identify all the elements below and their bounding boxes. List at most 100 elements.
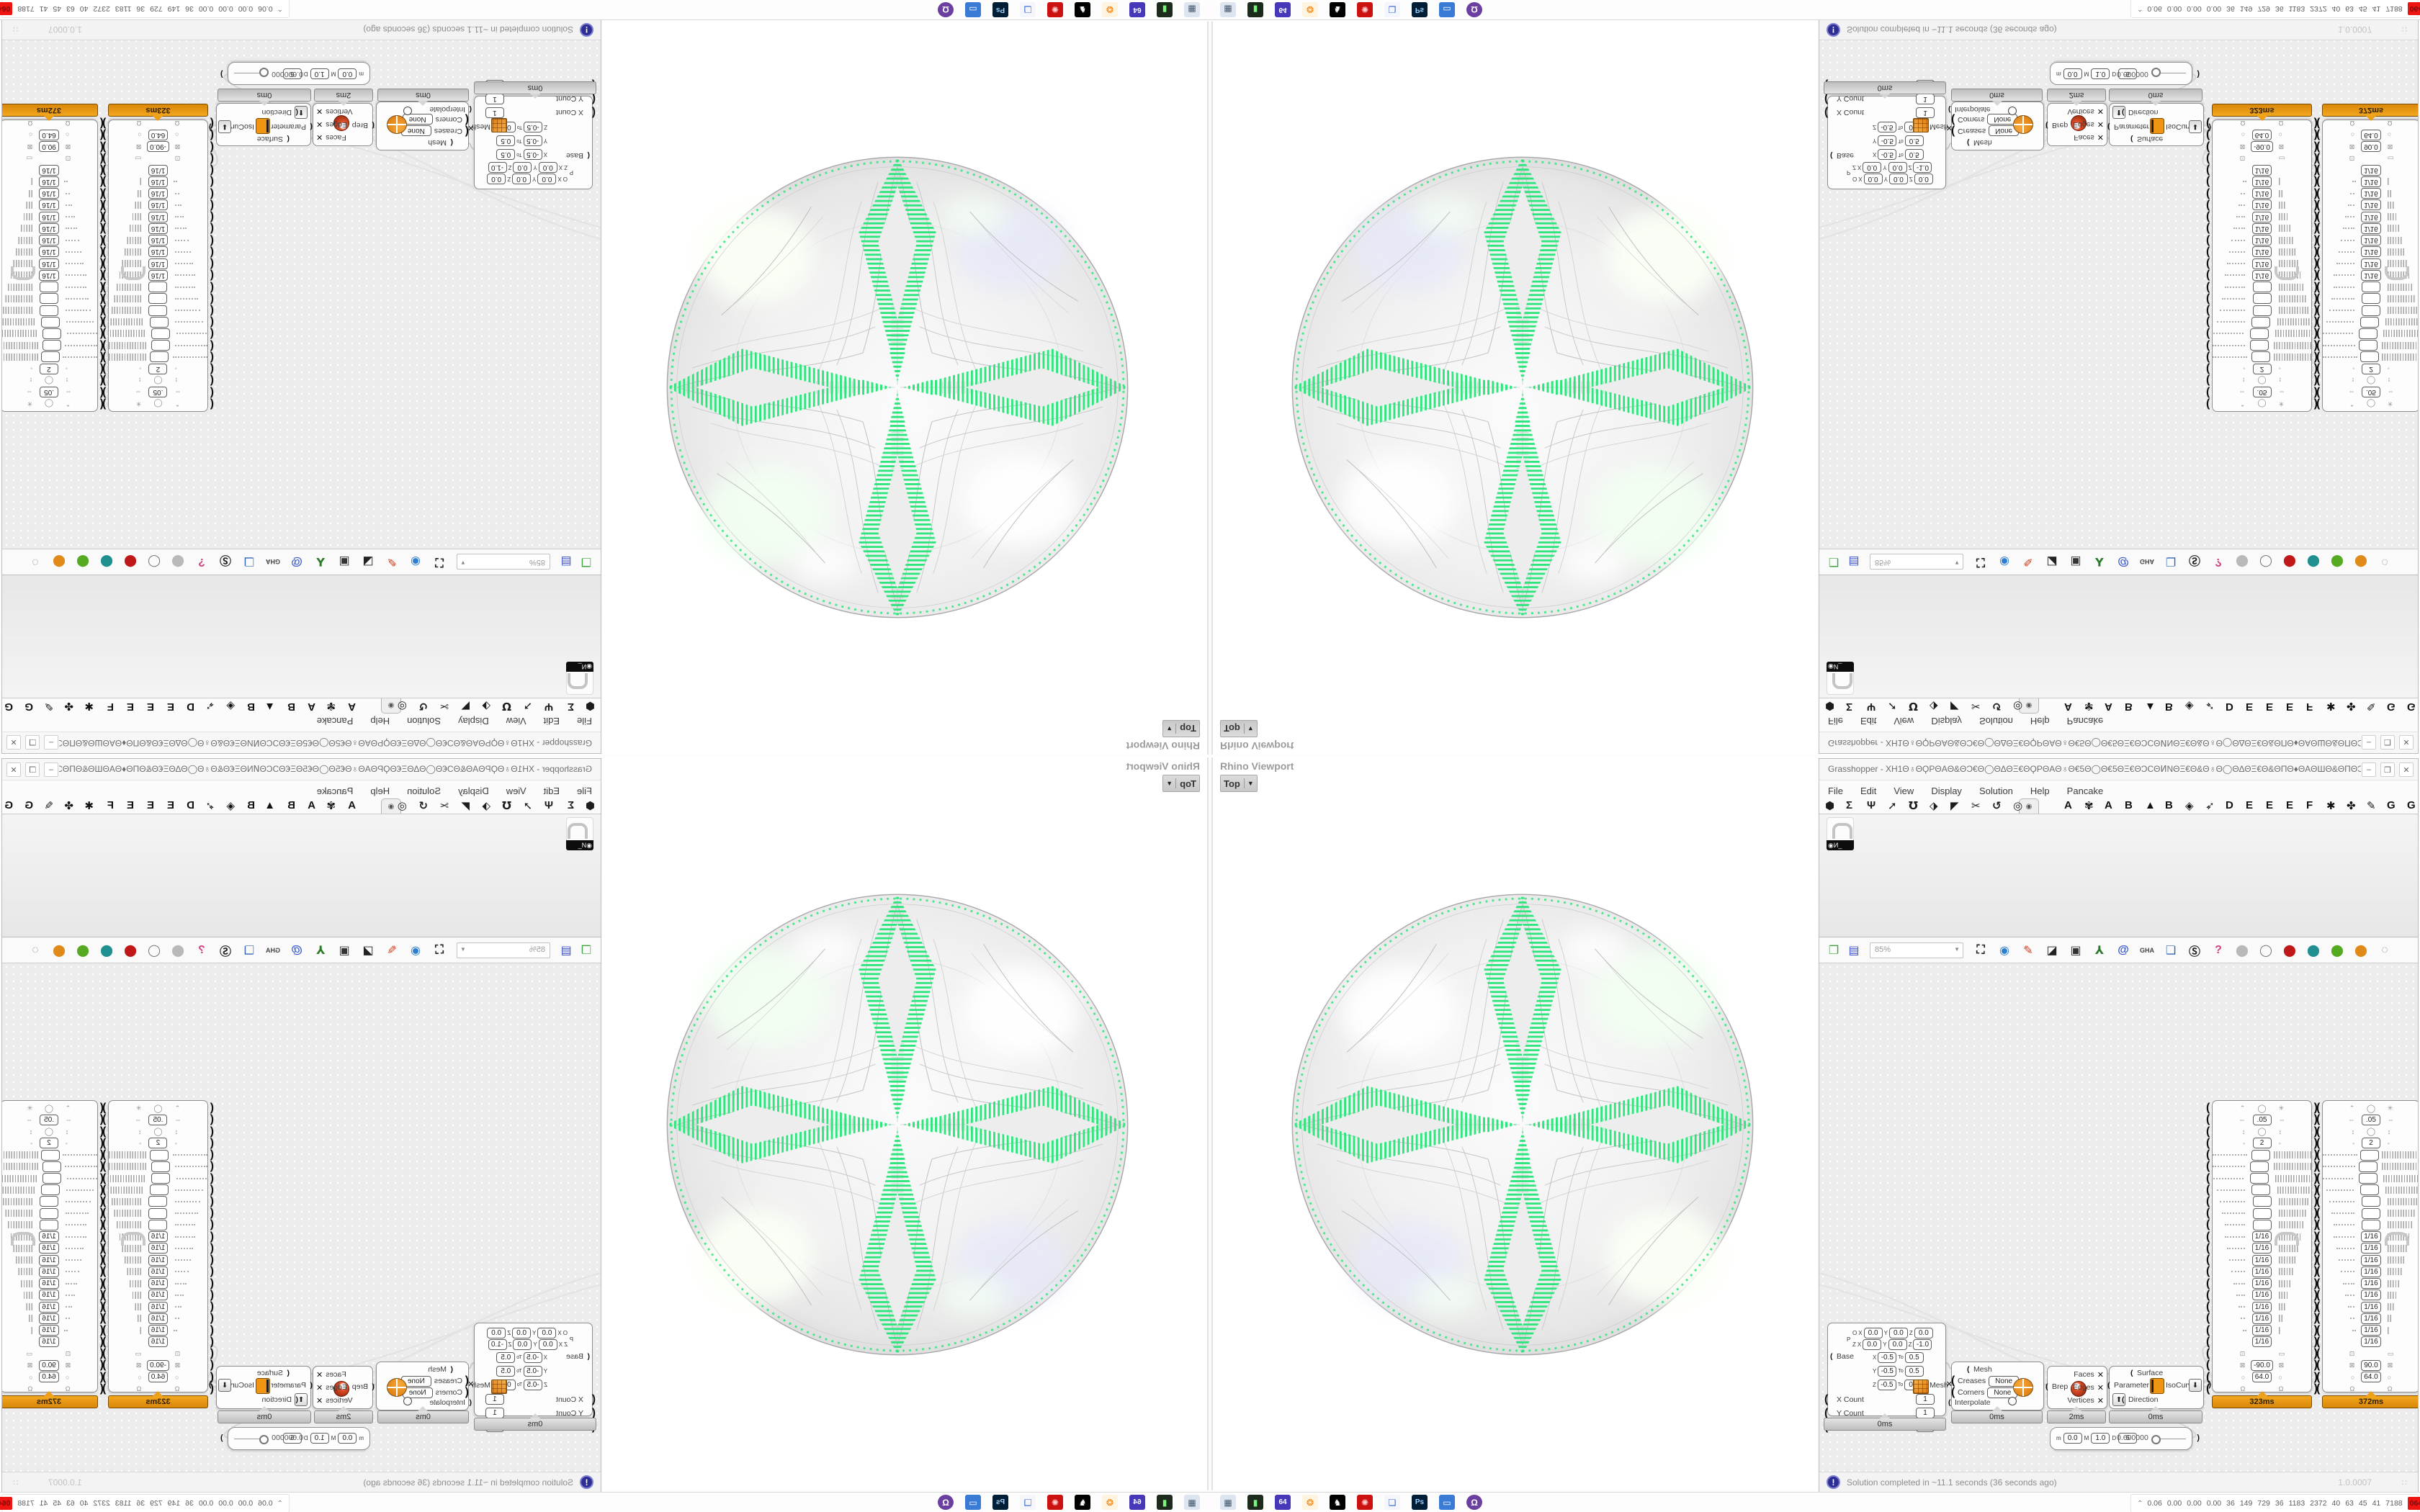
axes-icon[interactable]: ⅄ [315,945,326,957]
count-value[interactable]: 1 [485,107,504,118]
vm-monitor-icon[interactable]: ▦ [1184,2,1200,17]
coord-z[interactable]: 0.0 [1914,1328,1933,1338]
tab-plugin-brain-icon[interactable]: ✾ [326,800,336,812]
publish-window-icon[interactable]: ❏ [2165,945,2177,957]
wolf-icon[interactable]: ♞ [1075,1495,1090,1510]
cluster-value[interactable] [2251,351,2270,363]
interpolate-toggle[interactable] [403,107,412,115]
tab-sets-icon[interactable]: Ψ [544,701,553,713]
row-value[interactable] [149,1161,172,1172]
axes-icon[interactable]: ⅄ [315,555,326,567]
open-file-icon[interactable]: ❐ [1828,945,1839,957]
row-value[interactable]: .05 [2248,1114,2275,1125]
preview-eye-icon[interactable]: ◉ [1999,555,2009,567]
row-value[interactable]: 1/16 [35,211,62,222]
tab-plugin-mountain-icon[interactable]: ▲ [264,701,275,713]
output-grip[interactable]: ✕ [2097,107,2104,116]
cluster-value[interactable]: 1/16 [2251,258,2272,269]
coord-y[interactable]: 0.0 [1888,174,1908,184]
menu-item-edit[interactable]: Edit [543,785,560,796]
count-value[interactable]: 1 [1916,1394,1935,1405]
cluster-value[interactable] [2249,1173,2269,1184]
cluster-value[interactable]: .05 [40,1114,59,1125]
isocurve-component[interactable]: Surface Parameter IsoCurve ⬇ ) ⬆ Directi… [209,1366,311,1409]
tab-vector-icon[interactable]: ➚ [1888,700,1897,712]
tab-curve-icon[interactable]: ℧ [1909,800,1918,812]
cluster-value[interactable]: 2 [2361,1138,2380,1149]
cluster-value[interactable] [2252,1219,2272,1230]
row-value[interactable] [2357,1219,2384,1230]
row-value[interactable] [145,1184,173,1196]
floppy-64-icon[interactable]: 64 [1129,1495,1145,1510]
tab-transform-icon[interactable]: ↺ [1992,800,2002,812]
gene-pool-cluster[interactable]: ⌃◯✳⇔.05⇔↕◯↕◦2◦1/161/161/161/161/161/161/… [2322,120,2418,412]
row-value[interactable]: 1/16 [2248,246,2275,258]
tab-mesh-icon[interactable]: ◤ [461,800,470,812]
coord-x[interactable]: 0.0 [537,174,557,184]
row-value[interactable] [148,1173,174,1184]
row-value[interactable]: 1/16 [144,1231,171,1243]
screen-share-icon[interactable]: ▭ [1439,1495,1455,1510]
row-value[interactable]: 1/16 [2357,211,2384,222]
node-canvas[interactable]: O X0.0 Y0.0 Z0.0 P Z X0.0 Y0.0 Z-1.0 Bas… [2,40,601,549]
green-machine-icon[interactable]: ▮ [1247,2,1263,17]
cluster-value[interactable]: .05 [2252,387,2272,398]
cluster-value[interactable] [149,316,169,328]
coord-x[interactable]: 0.0 [1863,1328,1883,1338]
wolf-icon[interactable]: ♞ [1075,2,1090,17]
row-value[interactable] [2358,1161,2379,1172]
cluster-value[interactable]: 1/16 [148,199,169,211]
photoshop-icon[interactable]: Ps [992,1495,1008,1510]
tab-vector-icon[interactable]: ➚ [523,800,532,812]
output-grip[interactable]: ✕ [2097,1396,2104,1405]
tab-plugin-f[interactable]: F [107,799,114,811]
cluster-value[interactable] [148,1207,168,1219]
open-file-icon[interactable]: ❐ [581,555,592,567]
row-value[interactable]: 1/16 [35,176,62,187]
camera-icon[interactable]: ◪ [2046,555,2058,567]
tab-plugin-e1[interactable]: E [2246,799,2254,811]
cluster-value[interactable] [2360,351,2379,363]
row-value[interactable] [144,1219,171,1230]
cluster-value[interactable]: -90.0 [2251,141,2273,153]
cluster-value[interactable]: 1/16 [2251,1290,2272,1301]
row-value[interactable] [40,328,64,339]
coord-y[interactable]: 0.0 [1888,162,1907,173]
tab-plugin-e1[interactable]: E [2246,701,2254,713]
row-value[interactable]: 1/16 [35,188,62,199]
cluster-value[interactable]: 1/16 [2251,211,2272,222]
floppy-64-icon[interactable]: 64 [1129,2,1145,17]
slider-output-grip[interactable]: ) [220,70,223,78]
tab-plugin-b2[interactable]: B [247,701,255,713]
tab-plugin-d[interactable]: D [2226,799,2233,811]
tab-plugin-b2[interactable]: B [2165,701,2173,713]
menu-item-help[interactable]: Help [370,785,390,796]
row-value[interactable] [2246,1173,2272,1184]
firefox-icon[interactable]: ❂ [1302,1495,1318,1510]
output-grip[interactable]: ✕ [316,1370,323,1380]
close-button[interactable]: ✕ [2399,735,2414,750]
row-value[interactable]: .05 [2357,387,2384,398]
screen-share-icon[interactable]: ▭ [1439,2,1455,17]
tab-plugin-pen-icon[interactable]: ✎ [44,700,53,712]
sketch-brush-icon[interactable]: ✎ [2023,945,2033,957]
cluster-value[interactable]: 1/16 [2251,222,2272,234]
find-icon[interactable]: Ⓢ [220,946,232,958]
mouse-teal-icon[interactable]: ⬤ [100,555,113,567]
tab-plugin-d[interactable]: D [187,799,194,811]
cluster-value[interactable]: .05 [148,1114,168,1125]
solver-status-icon[interactable]: ! [580,1475,593,1489]
slider-max-value[interactable]: 1.0 [2091,68,2110,79]
tab-params-icon[interactable]: ⬢ [1825,700,1835,712]
cluster-value[interactable]: 1/16 [148,222,169,234]
slider-output-grip[interactable]: ) [2197,1434,2200,1442]
cluster-value[interactable]: 2 [148,1138,168,1149]
cluster-value[interactable]: 1/16 [148,246,169,258]
coord-y[interactable]: 0.0 [513,1339,532,1350]
row-value[interactable] [2248,305,2275,316]
save-file-icon[interactable]: ▤ [560,945,572,957]
cluster-value[interactable]: 1/16 [39,1301,59,1313]
row-value[interactable] [2248,282,2275,293]
mouse-teal-icon[interactable]: ⬤ [100,945,113,957]
preview-wire-icon[interactable]: ◯ [2259,945,2272,957]
